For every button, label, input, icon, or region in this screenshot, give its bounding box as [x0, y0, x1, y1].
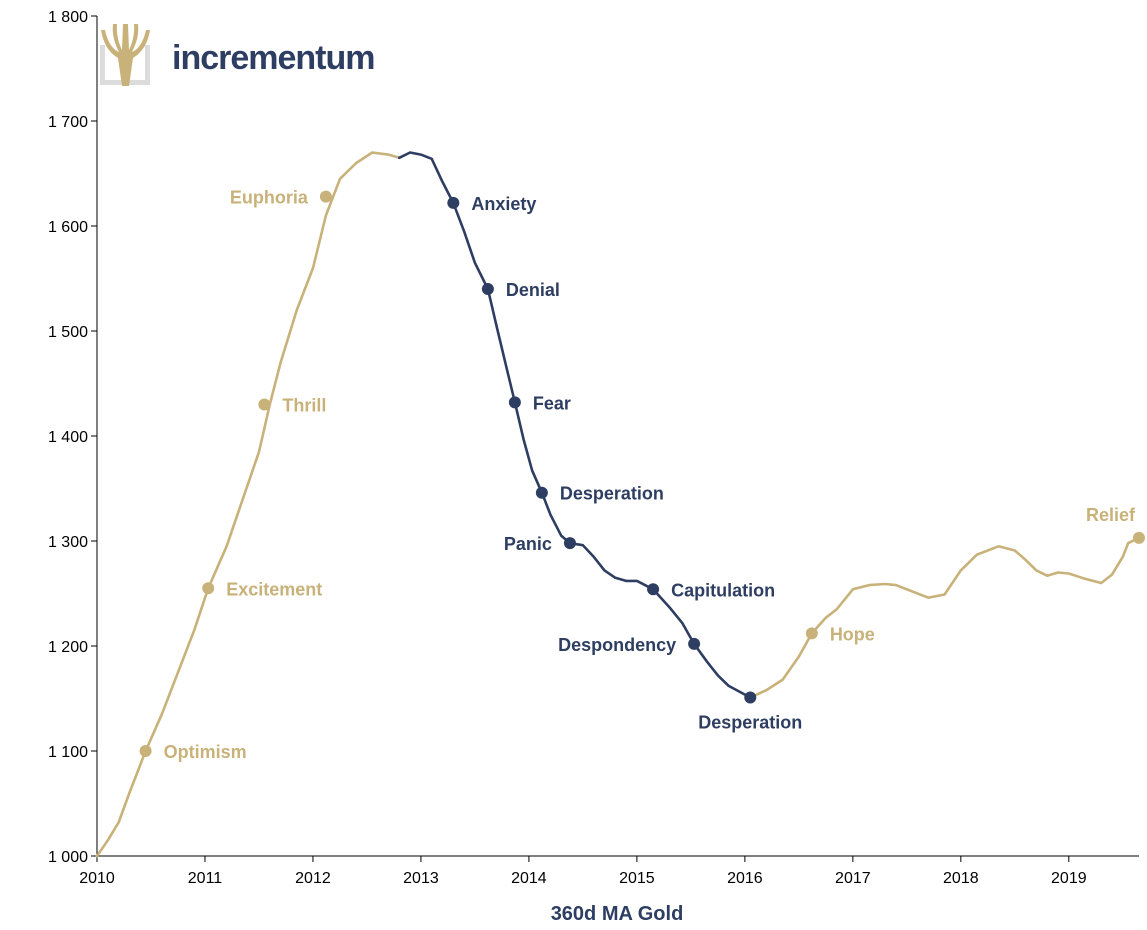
- marker-optimism: [139, 745, 152, 757]
- label-thrill: Thrill: [282, 396, 326, 416]
- marker-desperation: [535, 486, 548, 499]
- label-desperation: Desperation: [560, 484, 664, 504]
- series-line-fall: [398, 151, 752, 699]
- x-tick-label: 2017: [835, 870, 871, 887]
- x-tick-label: 2019: [1051, 870, 1087, 887]
- incrementum-logo: incrementum: [100, 24, 376, 86]
- label-fear: Fear: [533, 393, 571, 413]
- series-line-recovery: [749, 536, 1141, 699]
- label-panic: Panic: [504, 534, 552, 554]
- y-tick-label: 1 500: [48, 324, 88, 341]
- label-relief: Relief: [1086, 505, 1136, 525]
- label-euphoria: Euphoria: [230, 188, 309, 208]
- y-tick-label: 1 600: [48, 219, 88, 236]
- logo-text: incrementum: [172, 39, 375, 77]
- marker-despondency: [688, 637, 701, 650]
- marker-euphoria: [319, 190, 332, 203]
- marker-hope: [805, 627, 818, 640]
- x-tick-label: 2016: [727, 870, 763, 887]
- x-tick-label: 2018: [943, 870, 979, 887]
- series-line-rise: [95, 151, 401, 858]
- x-tick-label: 2014: [511, 870, 547, 887]
- y-tick-label: 1 100: [48, 744, 88, 761]
- x-tick-label: 2011: [188, 870, 223, 887]
- label-optimism: Optimism: [164, 742, 247, 762]
- marker-denial: [481, 283, 494, 295]
- tree-logo-icon: [100, 24, 150, 86]
- marker-anxiety: [447, 196, 460, 209]
- marker-panic: [563, 537, 576, 550]
- marker-desperation: [744, 691, 757, 704]
- marker-thrill: [258, 398, 271, 411]
- label-desperation: Desperation: [698, 712, 802, 732]
- marker-capitulation: [647, 583, 660, 596]
- marker-relief: [1133, 531, 1145, 544]
- x-tick-label: 2010: [79, 870, 115, 887]
- y-tick-label: 1 200: [48, 639, 88, 656]
- x-tick-label: 2013: [403, 870, 439, 887]
- y-tick-label: 1 400: [48, 429, 88, 446]
- label-capitulation: Capitulation: [671, 580, 775, 600]
- y-tick-label: 1 300: [48, 534, 88, 551]
- axes: 1 000 1 100 1 200 1 300 1 400 1 500 1 600 1 700…: [48, 9, 1139, 887]
- y-tick-label: 1 000: [48, 849, 88, 866]
- y-tick-label: 1 700: [48, 114, 88, 131]
- label-hope: Hope: [830, 624, 875, 644]
- marker-excitement: [202, 582, 215, 595]
- label-excitement: Excitement: [226, 579, 322, 599]
- label-anxiety: Anxiety: [471, 194, 536, 214]
- series-lines: [95, 151, 1141, 858]
- annotation-markers: Optimism Excitement Thrill Euphoria Anxiety D…: [139, 188, 1145, 762]
- x-tick-label: 2015: [619, 870, 655, 887]
- x-axis-label: 360d MA Gold: [551, 903, 684, 925]
- label-denial: Denial: [506, 280, 560, 300]
- label-despondency: Despondency: [558, 635, 676, 655]
- y-tick-label: 1 800: [48, 9, 88, 26]
- marker-fear: [508, 396, 521, 409]
- x-tick-label: 2012: [295, 870, 331, 887]
